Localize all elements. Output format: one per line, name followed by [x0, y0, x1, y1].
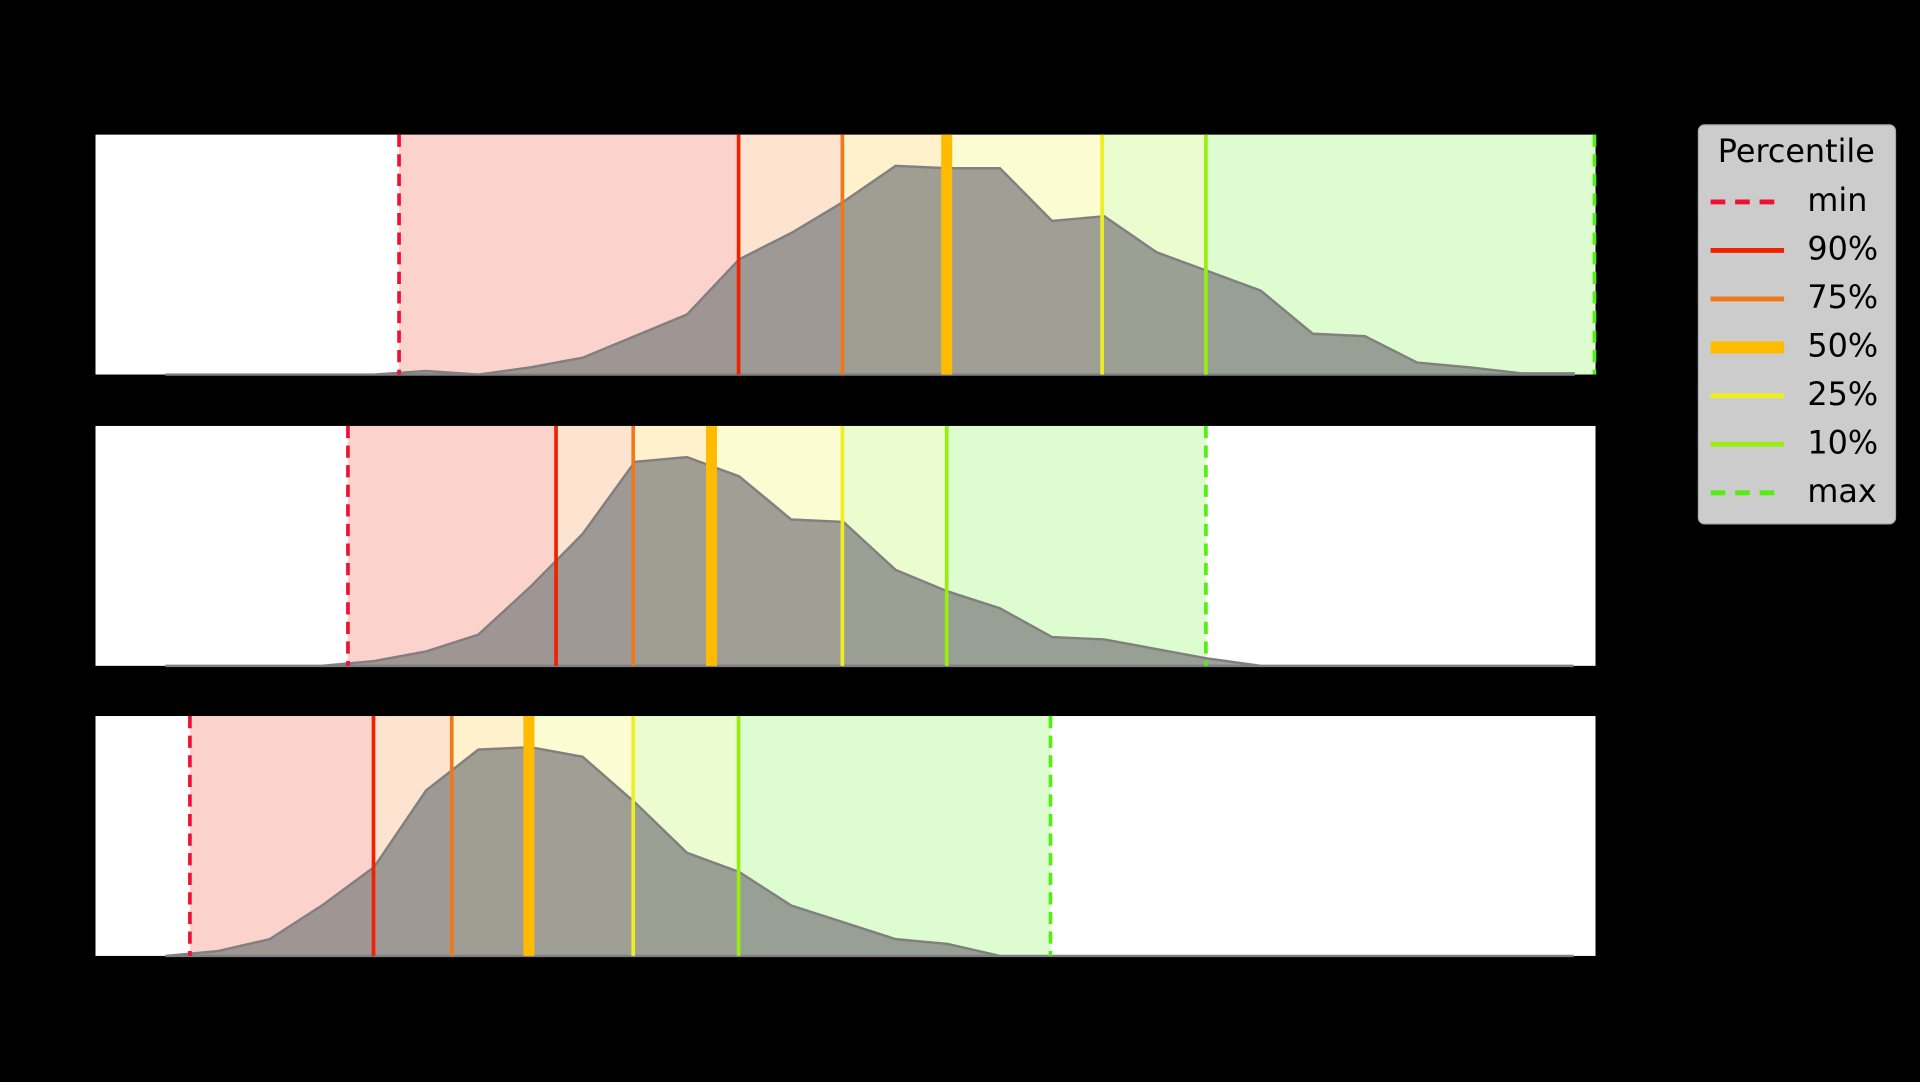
- legend-label: 10%: [1807, 423, 1878, 461]
- legend-label: min: [1807, 181, 1867, 219]
- legend-label: max: [1807, 472, 1876, 510]
- density-area: [165, 455, 1574, 668]
- density-area: [165, 164, 1575, 376]
- legend-box: [1697, 124, 1897, 525]
- density-area: [165, 745, 1574, 958]
- legend-label: 25%: [1807, 375, 1878, 413]
- legend-title: Percentile: [1718, 132, 1875, 170]
- legend-label: 50%: [1807, 326, 1878, 364]
- legend-label: 90%: [1807, 229, 1878, 267]
- legend-label: 75%: [1807, 278, 1878, 316]
